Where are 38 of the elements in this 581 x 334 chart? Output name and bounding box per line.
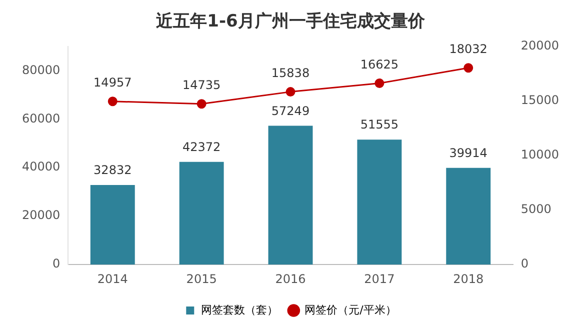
bar	[357, 140, 402, 265]
y2-tick-label: 15000	[520, 93, 560, 108]
point	[286, 87, 296, 97]
chart-title: 近五年1-6月广州一手住宅成交量价	[155, 12, 426, 32]
data-label: 57249	[271, 104, 310, 118]
legend-label: 网签套数（套）	[201, 303, 278, 316]
x-tick-label: 2014	[97, 272, 128, 286]
x-tick-label: 2016	[275, 272, 306, 286]
y-tick-label: 60000	[22, 111, 60, 126]
y-tick-label: 80000	[22, 62, 60, 77]
data-label: 42372	[182, 140, 221, 154]
x-tick-label: 2017	[364, 272, 395, 286]
x-tick-label: 2015	[186, 272, 217, 286]
x-tick-label: 2018	[453, 272, 484, 286]
data-label: 14735	[182, 78, 221, 92]
data-label: 32832	[94, 163, 132, 178]
data-label: 15838	[271, 66, 310, 80]
data-label: 39914	[449, 146, 488, 160]
y2-tick-label: 10000	[520, 148, 560, 162]
y2-tick-label: 20000	[520, 38, 560, 53]
y-tick-label: 0	[52, 256, 60, 271]
data-label: 14957	[94, 76, 132, 90]
y2-tick-label: 5000	[520, 202, 552, 216]
y-tick-label: 20000	[22, 208, 60, 222]
point	[464, 63, 474, 73]
data-label: 16625	[360, 57, 399, 72]
point	[374, 78, 384, 88]
legend-label: 网签价（元/平米）	[304, 303, 396, 316]
y-tick-label: 40000	[22, 160, 60, 174]
bar	[268, 126, 313, 265]
y2-tick-label: 0	[520, 256, 528, 271]
bar	[446, 168, 491, 265]
point	[108, 96, 118, 106]
point	[196, 99, 206, 109]
bar	[90, 185, 135, 265]
data-label: 18032	[449, 42, 488, 56]
bar	[179, 162, 224, 265]
data-label: 51555	[360, 118, 399, 132]
